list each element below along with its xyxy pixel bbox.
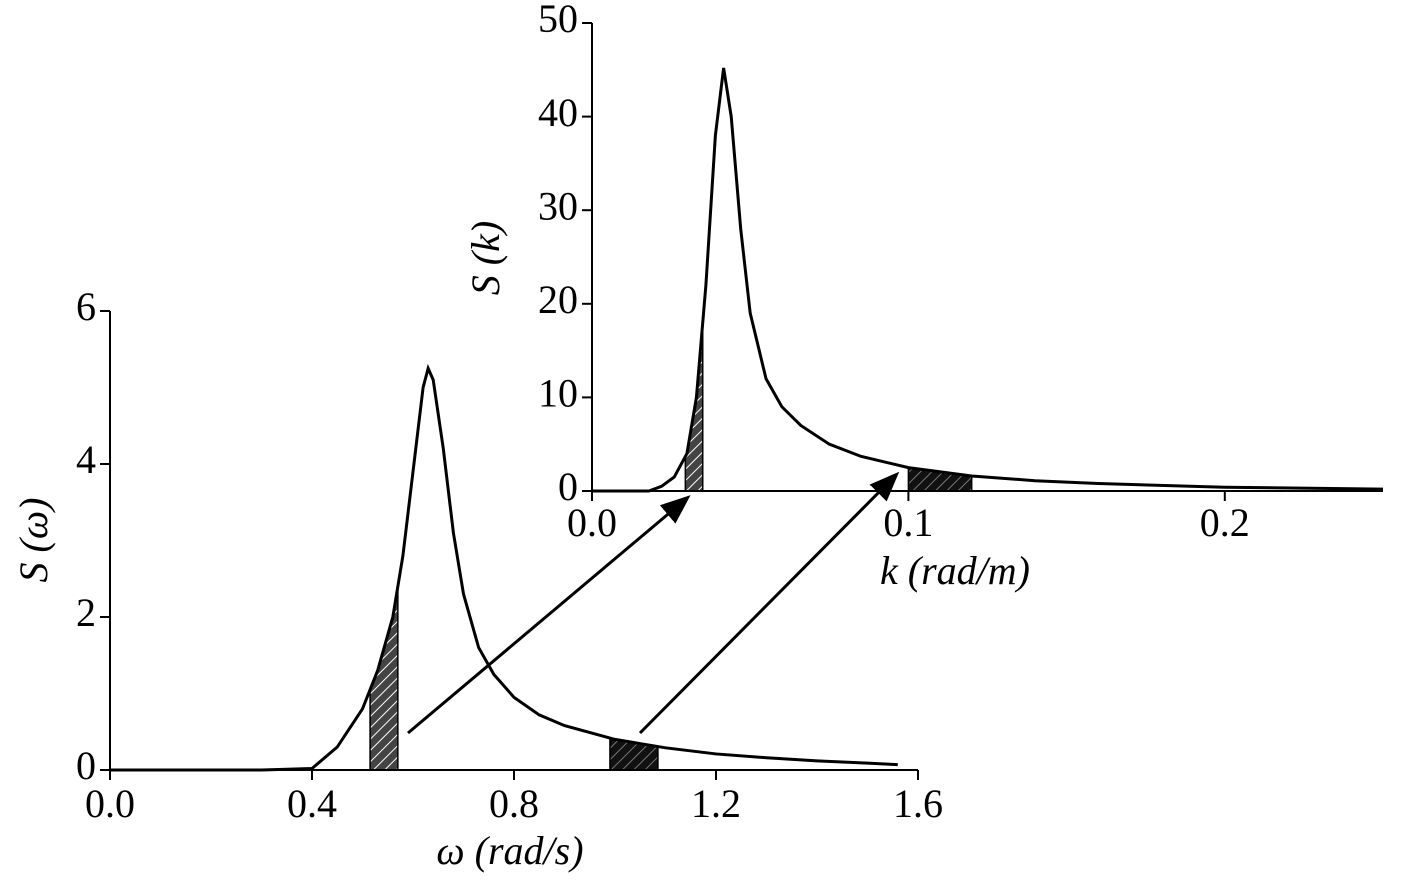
y-tick-label: 50: [538, 0, 578, 41]
y-tick-label: 30: [538, 183, 578, 228]
y-axis-label: S (ω): [11, 498, 56, 583]
arrow: [638, 471, 900, 735]
y-tick-label: 0: [76, 743, 96, 788]
y-tick-label: 10: [538, 371, 578, 416]
x-tick-label: 0.1: [883, 500, 933, 545]
x-tick-label: 0.0: [567, 500, 617, 545]
y-tick-label: 0: [558, 464, 578, 509]
y-tick-label: 20: [538, 277, 578, 322]
y-tick-label: 40: [538, 90, 578, 135]
y-tick-label: 6: [76, 284, 96, 329]
x-tick-label: 0.2: [1200, 500, 1250, 545]
y-tick-label: 4: [76, 437, 96, 482]
x-axis-label: k (rad/m): [880, 548, 1030, 593]
x-tick-label: 1.2: [691, 781, 741, 826]
x-tick-label: 1.6: [893, 781, 943, 826]
line: [592, 67, 1384, 493]
arrow: [407, 495, 691, 735]
x-tick-label: 0.4: [287, 781, 337, 826]
x-axis-label: ω (rad/s): [436, 828, 583, 873]
x-tick-label: 0.8: [489, 781, 539, 826]
line: [110, 363, 898, 772]
y-axis-label: S (k): [463, 221, 508, 295]
y-tick-label: 2: [76, 590, 96, 635]
x-tick-label: 0.0: [85, 781, 135, 826]
